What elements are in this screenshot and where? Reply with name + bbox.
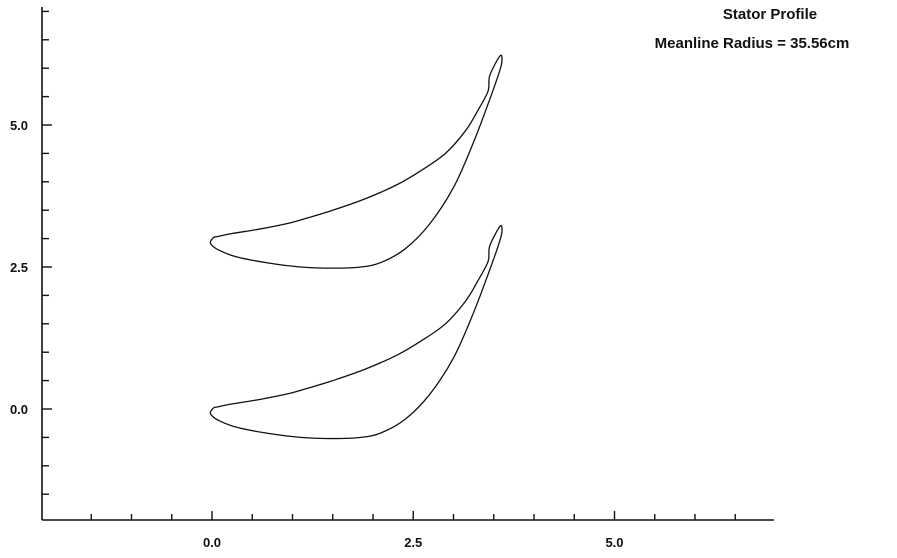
y-tick-label: 5.0 — [10, 118, 28, 133]
profile-curves — [210, 55, 502, 438]
tick-labels: 0.0 2.5 5.0 0.0 2.5 5.0 — [10, 118, 624, 550]
x-tick-label: 5.0 — [605, 535, 623, 550]
chart-title: Stator Profile — [723, 6, 817, 23]
y-tick-label: 0.0 — [10, 402, 28, 417]
y-tick-label: 2.5 — [10, 260, 28, 275]
x-tick-label: 2.5 — [404, 535, 422, 550]
axes — [42, 7, 774, 520]
upper-blade-profile — [210, 55, 502, 268]
x-tick-label: 0.0 — [203, 535, 221, 550]
lower-blade-profile — [210, 226, 502, 439]
chart-subtitle: Meanline Radius = 35.56cm — [655, 35, 850, 52]
